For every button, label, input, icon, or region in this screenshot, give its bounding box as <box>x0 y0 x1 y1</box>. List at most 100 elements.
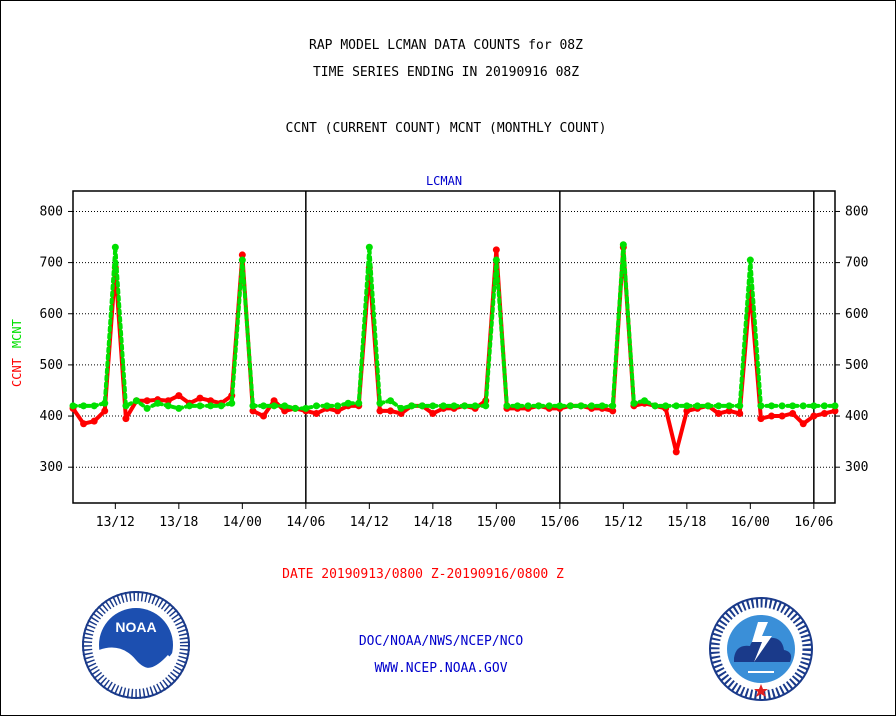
point-ccnt <box>768 412 775 420</box>
point-mcnt <box>535 402 543 410</box>
point-mcnt <box>111 243 119 251</box>
x-tick-label: 14/06 <box>286 515 325 530</box>
point-mcnt <box>228 399 236 407</box>
nws-logo-icon <box>709 597 813 701</box>
point-mcnt <box>746 256 754 264</box>
date-range-label: DATE 20190913/0800 Z-20190916/0800 Z <box>282 567 564 582</box>
point-ccnt <box>799 420 807 428</box>
point-mcnt <box>704 402 712 410</box>
point-mcnt <box>461 402 469 410</box>
point-mcnt <box>281 402 289 410</box>
point-ccnt <box>672 448 680 456</box>
point-ccnt <box>270 397 278 405</box>
series-line-ccnt <box>71 245 837 454</box>
x-tick-label: 14/12 <box>350 515 389 530</box>
plot-frame <box>72 190 836 504</box>
point-mcnt <box>810 402 818 410</box>
y-tick-label: 300 <box>40 460 63 475</box>
point-mcnt <box>736 402 744 410</box>
point-mcnt <box>217 402 225 410</box>
point-mcnt <box>439 402 447 410</box>
point-ccnt <box>429 409 437 417</box>
point-ccnt <box>736 409 744 417</box>
point-mcnt <box>768 402 775 410</box>
noaa-logo-icon: NOAA <box>82 591 190 699</box>
point-mcnt <box>778 402 786 410</box>
point-mcnt <box>450 402 458 410</box>
point-mcnt <box>323 402 331 410</box>
chart-title-line2: TIME SERIES ENDING IN 20190916 08Z <box>312 65 580 80</box>
point-ccnt <box>334 407 342 415</box>
url-link[interactable]: WWW.NCEP.NOAA.GOV <box>374 661 508 676</box>
point-mcnt <box>820 402 828 410</box>
point-mcnt <box>482 402 490 410</box>
point-mcnt <box>429 402 437 410</box>
point-mcnt <box>725 402 733 410</box>
x-tick-label: 14/00 <box>223 515 262 530</box>
point-mcnt <box>196 402 204 410</box>
point-ccnt <box>387 407 394 415</box>
point-mcnt <box>693 402 701 410</box>
x-tick-label: 15/00 <box>477 515 516 530</box>
point-ccnt <box>820 409 828 417</box>
x-tick-label: 16/00 <box>731 515 770 530</box>
point-mcnt <box>799 402 807 410</box>
point-mcnt <box>344 399 352 407</box>
point-mcnt <box>154 399 162 407</box>
point-mcnt <box>270 402 278 410</box>
point-mcnt <box>662 402 670 410</box>
x-tick-label: 15/18 <box>667 515 706 530</box>
point-ccnt <box>609 407 617 415</box>
x-tick-label: 15/12 <box>604 515 643 530</box>
point-mcnt <box>101 399 109 407</box>
org-line: DOC/NOAA/NWS/NCEP/NCO <box>358 634 524 649</box>
point-mcnt <box>302 404 310 412</box>
point-mcnt <box>80 402 88 410</box>
point-ccnt <box>810 412 818 420</box>
point-mcnt <box>69 402 77 410</box>
y-tick-label: 600 <box>40 307 63 322</box>
x-tick-label: 13/18 <box>159 515 198 530</box>
point-ccnt <box>207 397 215 405</box>
point-mcnt <box>397 404 405 412</box>
point-mcnt <box>90 402 98 410</box>
point-mcnt <box>577 402 585 410</box>
point-mcnt <box>122 402 130 410</box>
y-tick-label-right: 300 <box>845 460 868 475</box>
point-mcnt <box>588 402 596 410</box>
point-mcnt <box>387 397 394 405</box>
point-mcnt <box>355 399 363 407</box>
point-ccnt <box>376 407 384 415</box>
point-ccnt <box>789 409 797 417</box>
point-ccnt <box>238 251 246 259</box>
point-ccnt <box>778 412 786 420</box>
point-ccnt <box>80 420 88 428</box>
point-mcnt <box>598 402 606 410</box>
point-ccnt <box>122 415 130 423</box>
panel-title: LCMAN <box>426 174 462 188</box>
point-ccnt <box>249 407 257 415</box>
point-mcnt <box>408 402 416 410</box>
point-mcnt <box>376 399 384 407</box>
chart-subtitle: CCNT (CURRENT COUNT) MCNT (MONTHLY COUNT… <box>285 121 607 136</box>
y-tick-label: 500 <box>40 358 63 373</box>
point-mcnt <box>789 402 797 410</box>
point-ccnt <box>101 407 109 415</box>
y-tick-label-right: 500 <box>845 358 868 373</box>
point-mcnt <box>291 404 299 412</box>
point-mcnt <box>609 402 617 410</box>
point-mcnt <box>672 402 680 410</box>
point-mcnt <box>514 402 521 410</box>
point-mcnt <box>471 402 479 410</box>
point-mcnt <box>715 402 723 410</box>
point-mcnt <box>164 402 172 410</box>
point-ccnt <box>715 409 723 417</box>
point-mcnt <box>175 404 183 412</box>
point-mcnt <box>143 404 151 412</box>
x-tick-label: 16/06 <box>794 515 833 530</box>
y-axis-label-mcnt: MCNT <box>10 319 24 348</box>
point-mcnt <box>651 402 659 410</box>
point-mcnt <box>619 241 627 249</box>
point-ccnt <box>260 412 267 420</box>
